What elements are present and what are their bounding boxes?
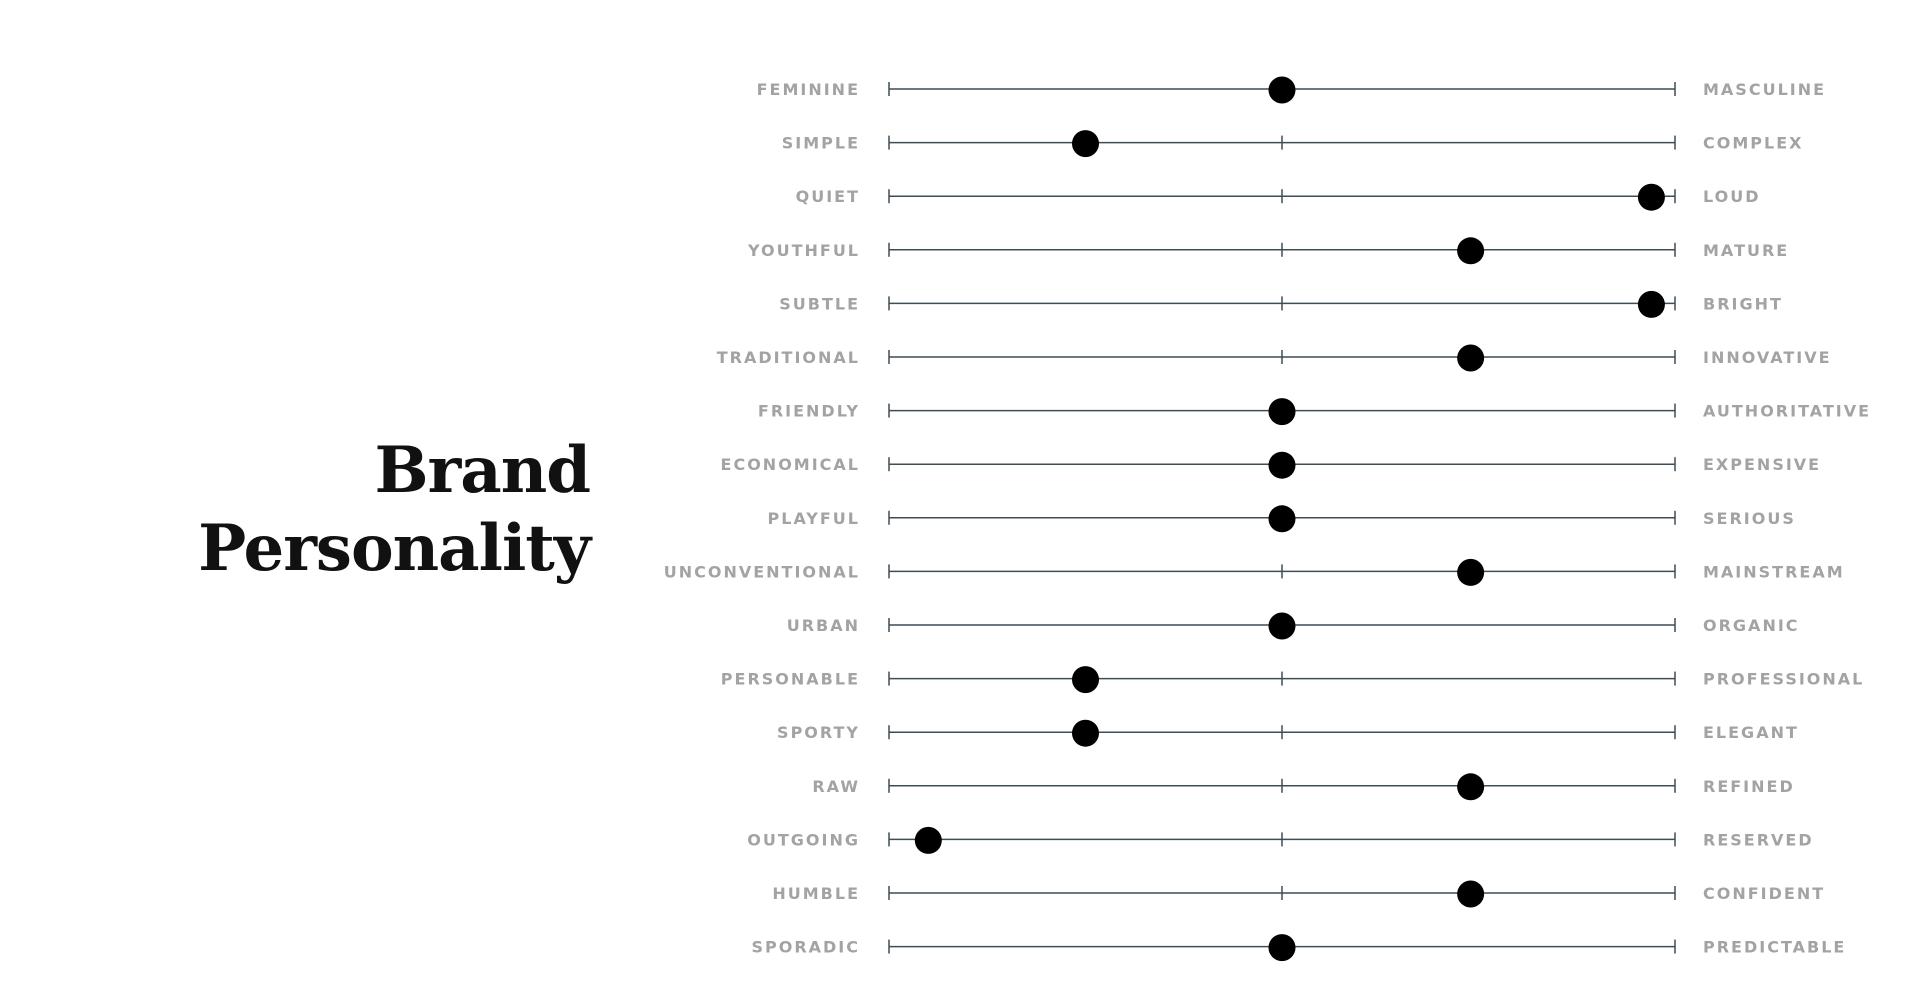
- trait-right-label: MASCULINE: [1703, 80, 1826, 99]
- title-line-1: Brand: [374, 433, 591, 508]
- trait-marker: [1268, 612, 1296, 640]
- trait-right-label: PROFESSIONAL: [1703, 670, 1864, 689]
- trait-left-label: SUBTLE: [779, 294, 860, 313]
- trait-left-label: FRIENDLY: [758, 402, 860, 421]
- trait-right-label: SERIOUS: [1703, 509, 1796, 528]
- trait-marker: [1637, 183, 1665, 211]
- trait-right-label: ORGANIC: [1703, 616, 1800, 635]
- trait-marker: [1268, 76, 1296, 104]
- trait-right-label: EXPENSIVE: [1703, 455, 1821, 474]
- trait-left-label: YOUTHFUL: [747, 241, 860, 260]
- trait-left-label: OUTGOING: [747, 830, 860, 849]
- trait-marker: [1268, 398, 1296, 426]
- trait-right-label: PREDICTABLE: [1703, 938, 1846, 957]
- trait-left-label: HUMBLE: [772, 884, 860, 903]
- trait-marker: [1072, 666, 1099, 694]
- trait-marker: [1457, 773, 1485, 801]
- trait-left-label: FEMININE: [757, 80, 860, 99]
- trait-marker: [1072, 719, 1099, 747]
- trait-right-label: REFINED: [1703, 777, 1795, 796]
- trait-marker: [1268, 451, 1296, 479]
- trait-right-label: AUTHORITATIVE: [1703, 402, 1871, 421]
- trait-marker: [1268, 505, 1296, 533]
- trait-right-label: MATURE: [1703, 241, 1789, 260]
- trait-left-label: SPORADIC: [751, 938, 860, 957]
- trait-left-label: QUIET: [796, 187, 860, 206]
- trait-left-label: SIMPLE: [782, 134, 860, 153]
- trait-left-label: URBAN: [787, 616, 860, 635]
- trait-left-label: ECONOMICAL: [721, 455, 860, 474]
- trait-left-label: PERSONABLE: [721, 670, 860, 689]
- trait-right-label: MAINSTREAM: [1703, 562, 1845, 581]
- page-title: Brand Personality: [198, 432, 591, 588]
- title-line-2: Personality: [198, 511, 591, 586]
- trait-marker: [1457, 880, 1485, 908]
- trait-marker: [1457, 344, 1485, 372]
- trait-right-label: ELEGANT: [1703, 723, 1799, 742]
- trait-marker: [1457, 558, 1485, 586]
- trait-marker: [1457, 237, 1485, 265]
- trait-marker: [1268, 934, 1296, 962]
- trait-marker: [1637, 290, 1665, 318]
- trait-right-label: INNOVATIVE: [1703, 348, 1832, 367]
- trait-left-label: TRADITIONAL: [717, 348, 860, 367]
- trait-left-label: SPORTY: [777, 723, 860, 742]
- trait-right-label: BRIGHT: [1703, 294, 1783, 313]
- trait-marker: [1072, 130, 1099, 158]
- trait-left-label: RAW: [812, 777, 860, 796]
- trait-left-label: UNCONVENTIONAL: [664, 562, 860, 581]
- trait-left-label: PLAYFUL: [768, 509, 860, 528]
- trait-right-label: COMPLEX: [1703, 134, 1803, 153]
- trait-right-label: CONFIDENT: [1703, 884, 1825, 903]
- trait-right-label: RESERVED: [1703, 830, 1814, 849]
- trait-right-label: LOUD: [1703, 187, 1761, 206]
- trait-marker: [914, 826, 942, 854]
